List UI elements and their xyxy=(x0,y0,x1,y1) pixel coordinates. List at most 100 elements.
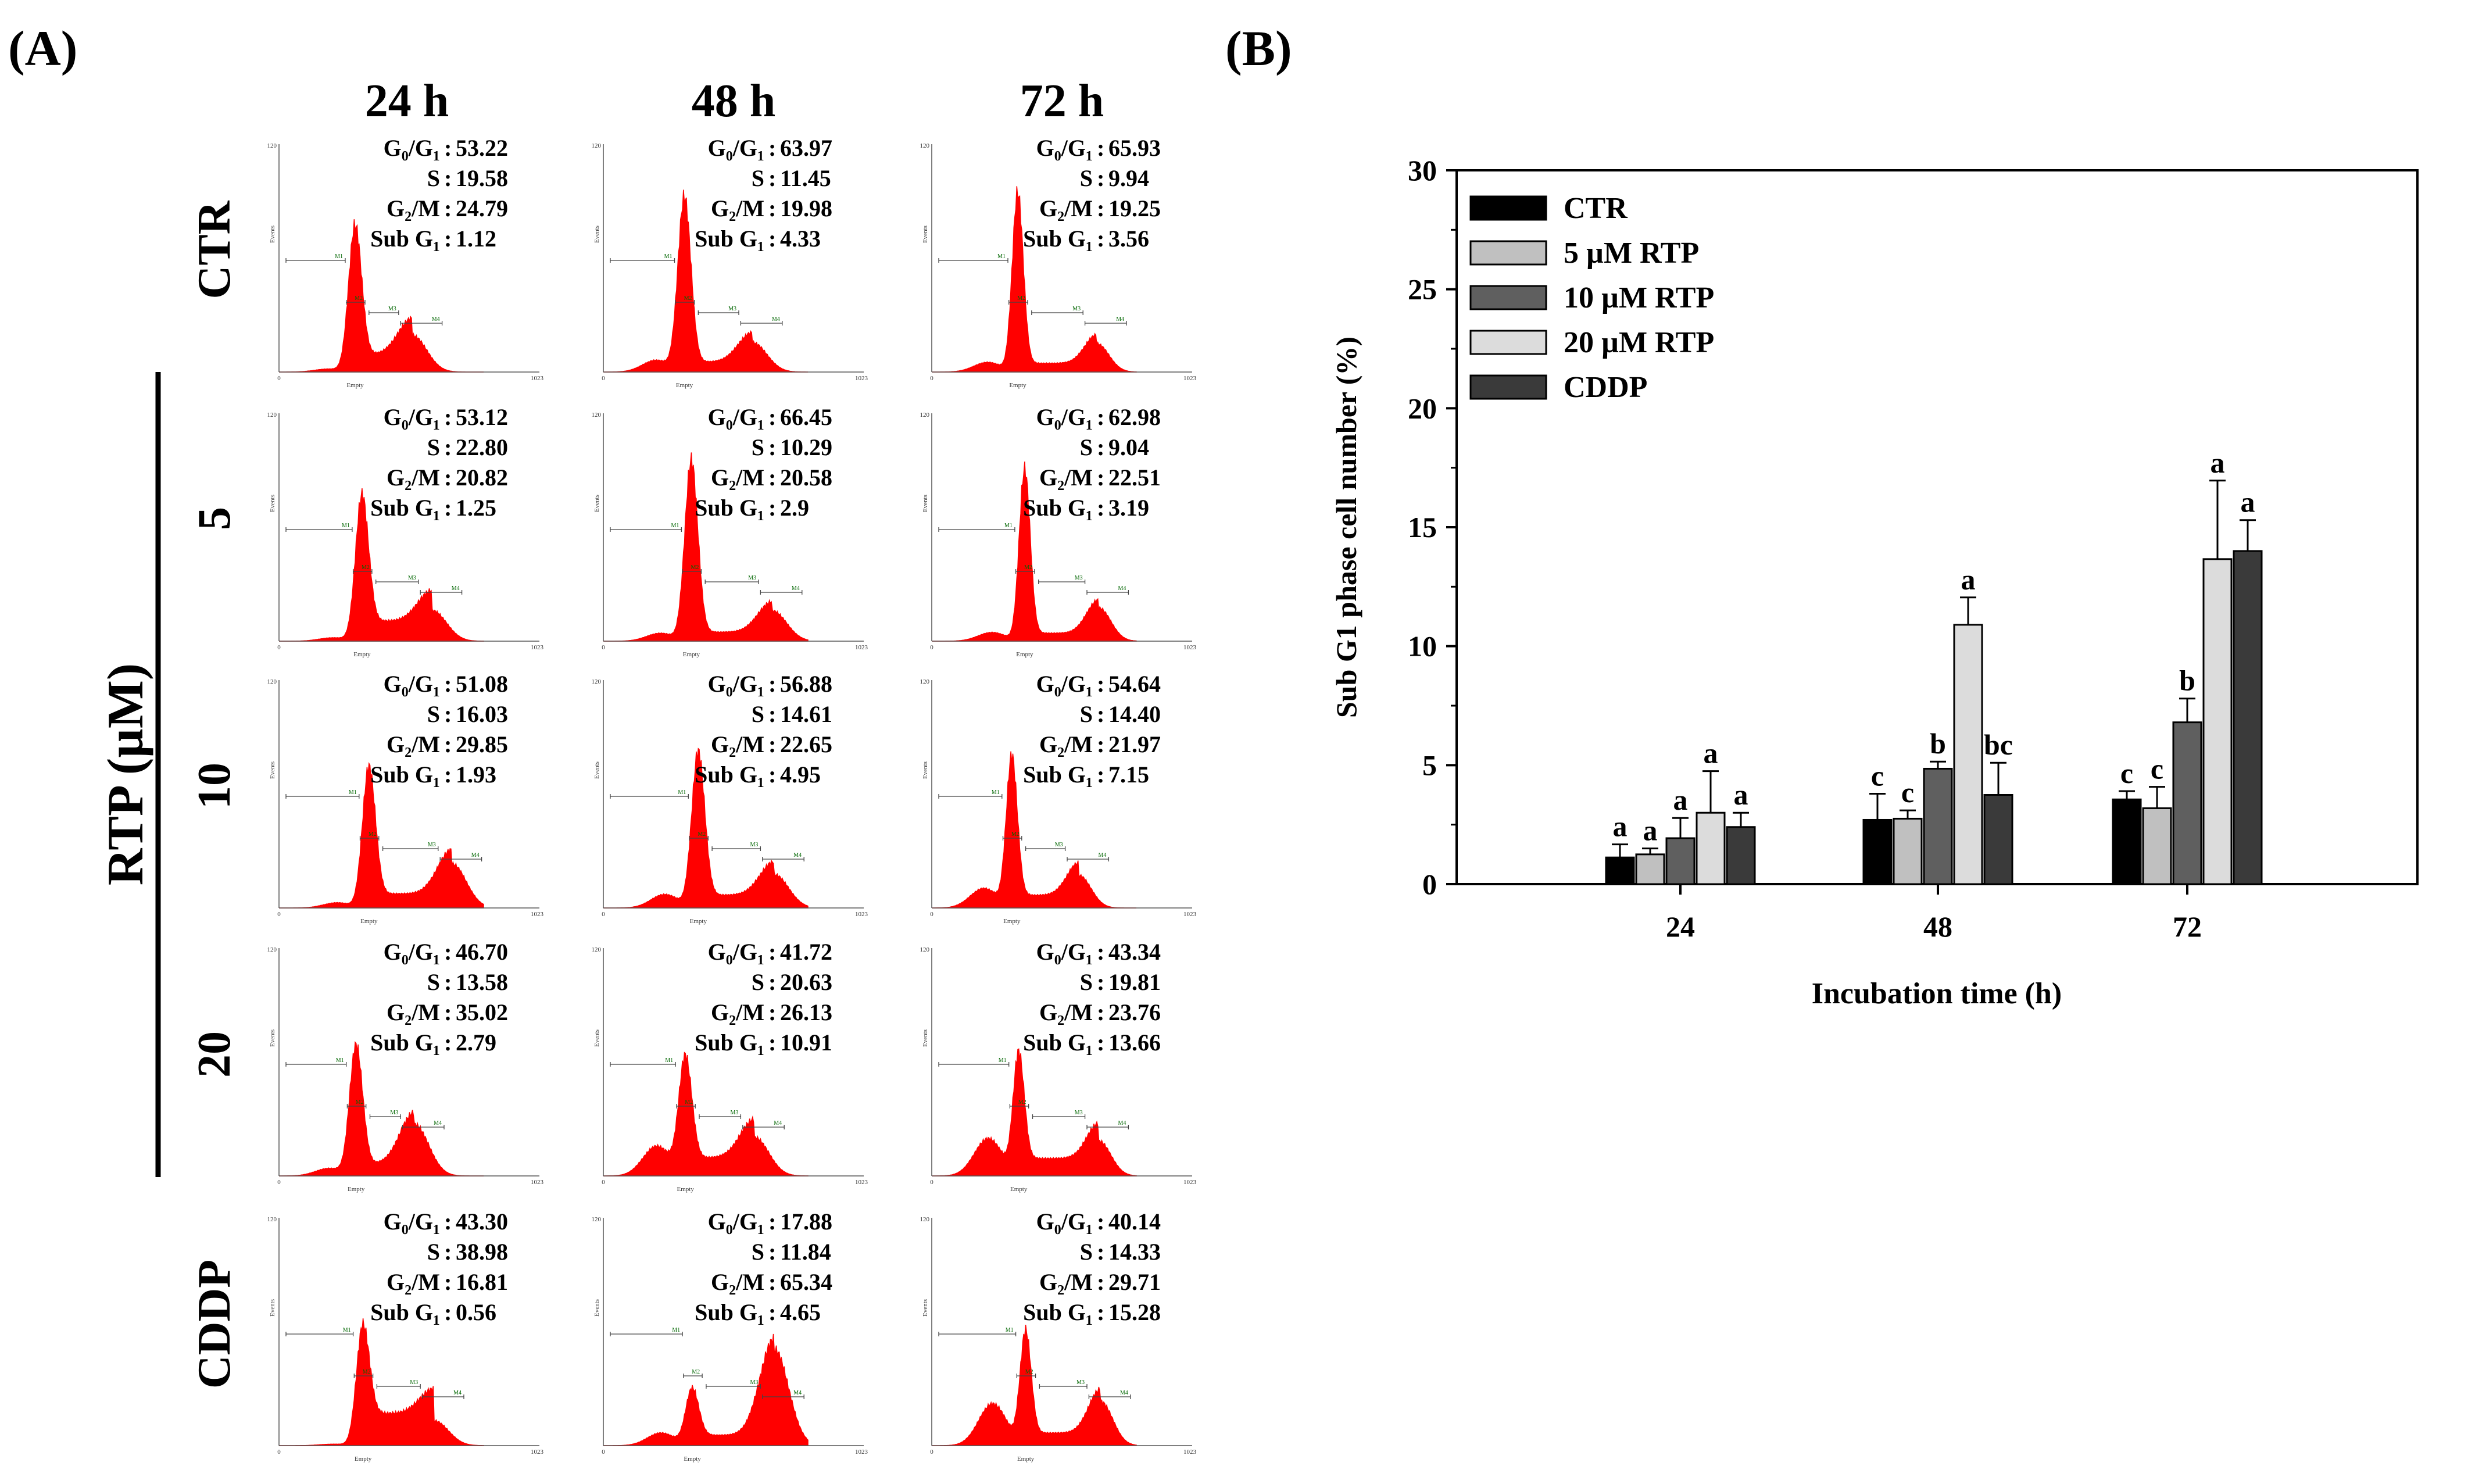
stat-value: 11.84 xyxy=(780,1239,831,1265)
histogram-marker-label: M4 xyxy=(434,1120,442,1127)
stat-label: S xyxy=(427,1239,440,1265)
stat-label: Sub G₁ xyxy=(370,226,440,252)
stat-value: 46.70 xyxy=(456,939,508,965)
stat-separator: : xyxy=(444,464,452,491)
stat-label: G₀/G₁ xyxy=(384,135,440,161)
stat-label: G₀/G₁ xyxy=(1036,1208,1093,1235)
stat-separator: : xyxy=(768,969,776,995)
histogram-y-max: 120 xyxy=(920,678,930,685)
histogram-y-max: 120 xyxy=(267,678,277,685)
stat-value: 20.82 xyxy=(456,464,508,491)
stat-label: Sub G₁ xyxy=(1023,1299,1093,1325)
legend-swatch xyxy=(1469,195,1547,221)
histogram-x-title: Empty xyxy=(353,651,371,658)
histogram-x-title: Empty xyxy=(1010,1186,1028,1193)
histogram-marker-label: M1 xyxy=(342,523,350,529)
histogram-marker-label: M4 xyxy=(432,316,440,323)
histogram-x-min: 0 xyxy=(930,644,933,651)
stat-label: G₀/G₁ xyxy=(708,1208,764,1235)
stat-label: G₀/G₁ xyxy=(708,135,764,161)
histogram-marker-label: M1 xyxy=(1006,1327,1014,1333)
stat-separator: : xyxy=(444,1029,452,1056)
histogram-x-min: 0 xyxy=(602,1179,605,1186)
histogram-x-min: 0 xyxy=(930,1179,933,1186)
stat-separator: : xyxy=(768,135,776,161)
bar xyxy=(1893,817,1923,885)
histogram-marker-label: M2 xyxy=(684,295,692,302)
histogram-marker-label: M1 xyxy=(349,789,357,796)
bar xyxy=(1665,837,1696,885)
histogram-marker-label: M1 xyxy=(665,1057,673,1064)
stat-separator: : xyxy=(444,434,452,460)
stat-label: Sub G₁ xyxy=(695,495,764,521)
histogram-marker-label: M4 xyxy=(793,1390,802,1396)
stat-value: 19.98 xyxy=(780,195,832,221)
bar xyxy=(1635,853,1665,885)
histogram-x-title: Empty xyxy=(1016,651,1033,658)
histogram-marker-label: M4 xyxy=(471,852,480,859)
stat-separator: : xyxy=(768,165,776,191)
histogram-fill xyxy=(932,461,1137,642)
stat-value: 9.94 xyxy=(1108,165,1149,191)
stat-separator: : xyxy=(444,761,452,788)
histogram-fill xyxy=(931,751,1136,909)
histogram-x-title: Empty xyxy=(677,1186,695,1193)
histogram-y-title: Events xyxy=(922,761,929,779)
stat-separator: : xyxy=(444,1299,452,1325)
histogram-marker-label: M3 xyxy=(748,575,756,581)
stat-separator: : xyxy=(444,701,452,727)
stat-separator: : xyxy=(1097,1299,1104,1325)
stat-label: G₂/M xyxy=(1039,464,1093,491)
stat-label: S xyxy=(427,165,440,191)
stat-label: S xyxy=(752,165,764,191)
bar xyxy=(1953,624,1983,885)
bar xyxy=(2202,558,2233,885)
bar xyxy=(1726,826,1756,885)
stat-label: S xyxy=(1080,701,1093,727)
stat-separator: : xyxy=(444,135,452,161)
stat-value: 7.15 xyxy=(1108,761,1149,788)
histogram-x-max: 1023 xyxy=(1183,644,1197,651)
histogram-marker-label: M2 xyxy=(356,1099,364,1106)
stat-value: 14.61 xyxy=(780,701,832,727)
histogram-y-title: Events xyxy=(922,226,929,243)
bar xyxy=(1983,794,2013,885)
legend-swatch xyxy=(1469,374,1547,400)
histogram-marker-label: M4 xyxy=(453,1390,462,1396)
x-tick-label: 24 xyxy=(1666,910,1695,943)
stat-separator: : xyxy=(1097,226,1104,252)
stat-value: 22.80 xyxy=(456,434,508,460)
stat-value: 56.88 xyxy=(780,671,832,697)
histogram-marker-label: M4 xyxy=(1118,585,1126,592)
histogram-x-max: 1023 xyxy=(1183,911,1197,918)
stat-label: Sub G₁ xyxy=(695,1299,764,1325)
histogram-x-min: 0 xyxy=(602,644,605,651)
histogram-x-max: 1023 xyxy=(1183,1179,1197,1186)
histogram-y-title: Events xyxy=(593,226,600,243)
row-label-5: 5 xyxy=(189,507,240,530)
histogram-x-title: Empty xyxy=(1003,918,1021,925)
y-tick-label: 10 xyxy=(1408,630,1437,663)
histogram-marker-label: M3 xyxy=(750,842,758,848)
stat-label: S xyxy=(752,701,764,727)
stat-label: S xyxy=(752,1239,764,1265)
histogram-x-min: 0 xyxy=(930,1449,933,1456)
histogram-marker-label: M2 xyxy=(362,564,370,571)
histogram-x-max: 1023 xyxy=(1183,1449,1197,1456)
stat-value: 9.04 xyxy=(1108,434,1149,460)
bar xyxy=(2233,550,2263,885)
x-axis-title: Incubation time (h) xyxy=(1812,977,2062,1010)
histogram-marker-label: M3 xyxy=(408,575,416,581)
stat-value: 13.66 xyxy=(1108,1029,1161,1056)
stat-value: 19.25 xyxy=(1108,195,1161,221)
stat-label: Sub G₁ xyxy=(1023,1029,1093,1056)
histogram-y-title: Events xyxy=(593,1299,600,1317)
stat-value: 41.72 xyxy=(780,939,832,965)
significance-letter: a xyxy=(1734,778,1748,811)
stat-value: 1.25 xyxy=(456,495,496,521)
histogram-fill xyxy=(279,762,484,909)
histogram-x-title: Empty xyxy=(346,382,364,389)
